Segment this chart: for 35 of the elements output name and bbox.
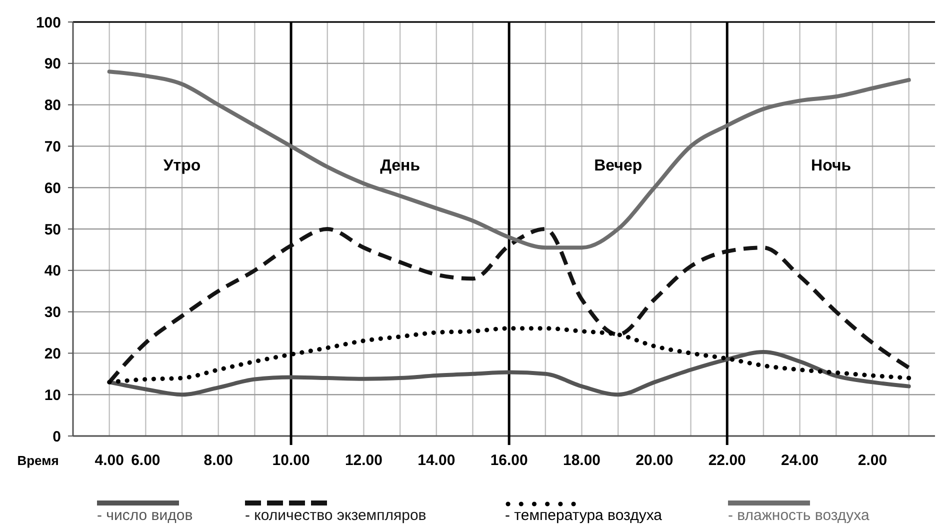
x-tick-label: 14.00 [418, 452, 456, 469]
x-tick-label: 16.00 [490, 452, 528, 469]
x-tick-label: 2.00 [858, 452, 888, 469]
y-tick-label: 40 [44, 262, 61, 280]
x-tick-label: 22.00 [708, 452, 746, 469]
annotation: Вечер [594, 158, 642, 175]
y-tick-label: 20 [44, 345, 61, 362]
text: - количество экземпляров [245, 507, 426, 524]
y-tick-label: 80 [44, 97, 61, 114]
text: - число видов [97, 507, 193, 524]
annotation: День [380, 158, 420, 175]
x-tick-label: 6.00 [131, 452, 160, 469]
x-tick-label: 8.00 [204, 452, 233, 469]
line-series [107, 227, 911, 384]
x-tick-label: 20.00 [636, 452, 674, 469]
annotation: Ночь [811, 158, 852, 175]
text: - влажность воздуха [728, 507, 870, 524]
y-tick-label: 50 [44, 221, 61, 238]
line-series [107, 70, 911, 250]
x-tick-label: 12.00 [344, 452, 382, 469]
y-tick-label: 100 [36, 14, 61, 32]
x-tick-label: 24.00 [781, 452, 819, 469]
x-tick-label: 10.00 [272, 452, 310, 469]
line-series [107, 350, 911, 397]
y-tick-label: 60 [44, 180, 61, 197]
y-tick-label: 70 [44, 138, 61, 156]
y-tick-label: 30 [44, 304, 61, 322]
x-tick-label: 18.00 [562, 452, 601, 469]
y-tick-label: 10 [44, 386, 61, 404]
y-tick-label: 0 [52, 428, 61, 446]
x-tick-label: 4.00 [94, 452, 124, 469]
x-axis-title: Время [17, 453, 59, 468]
legend-label: - температура воздуха [505, 507, 663, 524]
annotation: Утро [163, 158, 201, 175]
y-tick-label: 90 [44, 56, 61, 73]
